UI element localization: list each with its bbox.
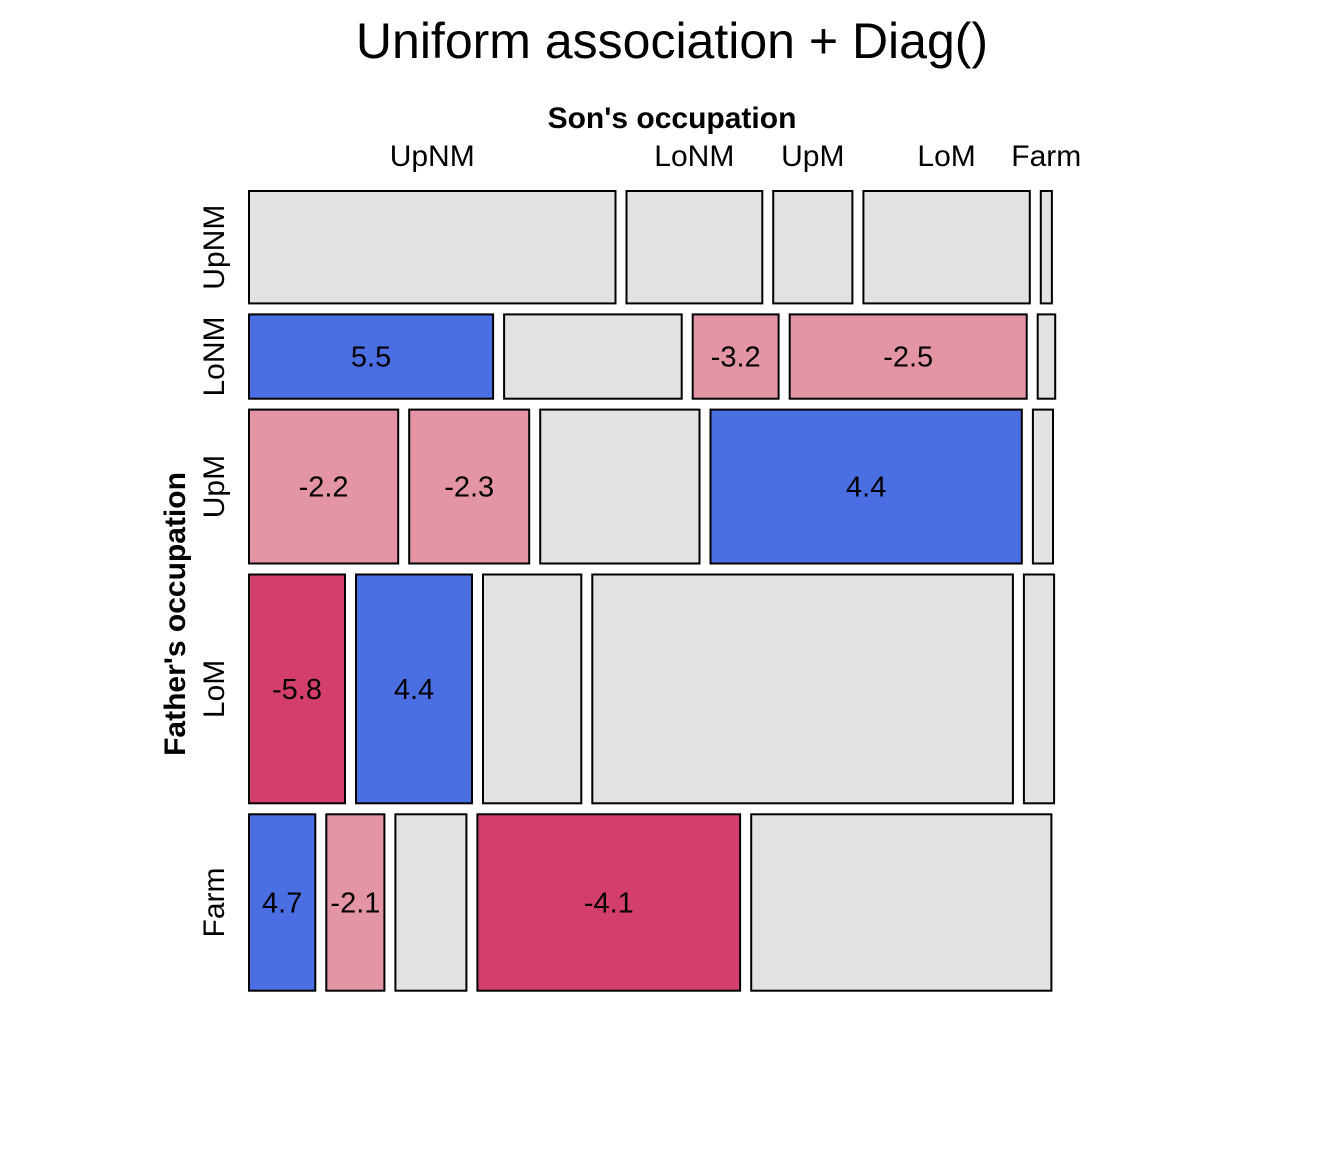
col-label-lonm: LoNM — [654, 140, 734, 173]
tile-farm-lom — [476, 813, 742, 992]
row-labels: UpNM LoNM UpM LoM Farm — [198, 205, 231, 938]
tile-lonm-upnm — [248, 313, 495, 400]
column-labels: UpNM LoNM UpM LoM Farm — [390, 140, 1082, 173]
tile-farm-farm — [750, 813, 1053, 992]
tile-lom-lonm — [355, 573, 473, 805]
row-label-upm: UpM — [198, 455, 231, 518]
y-axis-title: Father's occupation — [159, 472, 192, 756]
residual-label: 4.4 — [394, 674, 434, 706]
residual-label: -2.5 — [883, 342, 933, 374]
tile-lonm-farm — [1036, 313, 1057, 400]
residual-label: 5.5 — [351, 342, 391, 374]
tile-lom-lom — [591, 573, 1014, 805]
tile-upm-upnm — [248, 408, 400, 565]
residual-label: -2.1 — [330, 888, 380, 920]
row-label-lonm: LoNM — [198, 316, 231, 396]
residual-label: 4.7 — [262, 888, 302, 920]
tile-lonm-upm — [691, 313, 780, 400]
tile-upnm-farm — [1039, 190, 1053, 305]
residual-label: -4.1 — [584, 888, 634, 920]
residual-label: -3.2 — [711, 342, 761, 374]
tile-upnm-lonm — [625, 190, 764, 305]
residual-label: -5.8 — [272, 674, 322, 706]
residual-label: -2.3 — [444, 472, 494, 504]
tile-upnm-lom — [862, 190, 1031, 305]
tile-lom-farm — [1022, 573, 1056, 805]
tile-upm-lom — [709, 408, 1023, 565]
row-label-farm: Farm — [198, 868, 231, 938]
tile-lonm-lom — [788, 313, 1028, 400]
tile-farm-upnm — [248, 813, 317, 992]
tile-lom-upm — [482, 573, 583, 805]
tile-upnm-upm — [772, 190, 854, 305]
col-label-farm: Farm — [1011, 140, 1081, 173]
tile-farm-upm — [394, 813, 468, 992]
tile-lom-upnm — [248, 573, 346, 805]
tile-upm-upm — [539, 408, 701, 565]
tile-upm-farm — [1031, 408, 1055, 565]
tile-upnm-upnm — [248, 190, 617, 305]
residual-label: 4.4 — [846, 472, 886, 504]
x-axis-title: Son's occupation — [548, 102, 797, 135]
col-label-upnm: UpNM — [390, 140, 475, 173]
tile-farm-lonm — [325, 813, 386, 992]
residual-label: -2.2 — [299, 472, 349, 504]
col-label-upm: UpM — [781, 140, 844, 173]
col-label-lom: LoM — [917, 140, 975, 173]
row-label-upnm: UpNM — [198, 205, 231, 290]
tile-upm-lonm — [408, 408, 531, 565]
row-label-lom: LoM — [198, 660, 231, 718]
mosaic-tiles: 5.5 -3.2 -2.5 -2.2 -2.3 4.4 -5.8 4.4 4.7 -2.1 -4.1 — [248, 190, 1057, 992]
tile-lonm-lonm — [503, 313, 683, 400]
chart-title: Uniform association + Diag() — [356, 13, 988, 69]
